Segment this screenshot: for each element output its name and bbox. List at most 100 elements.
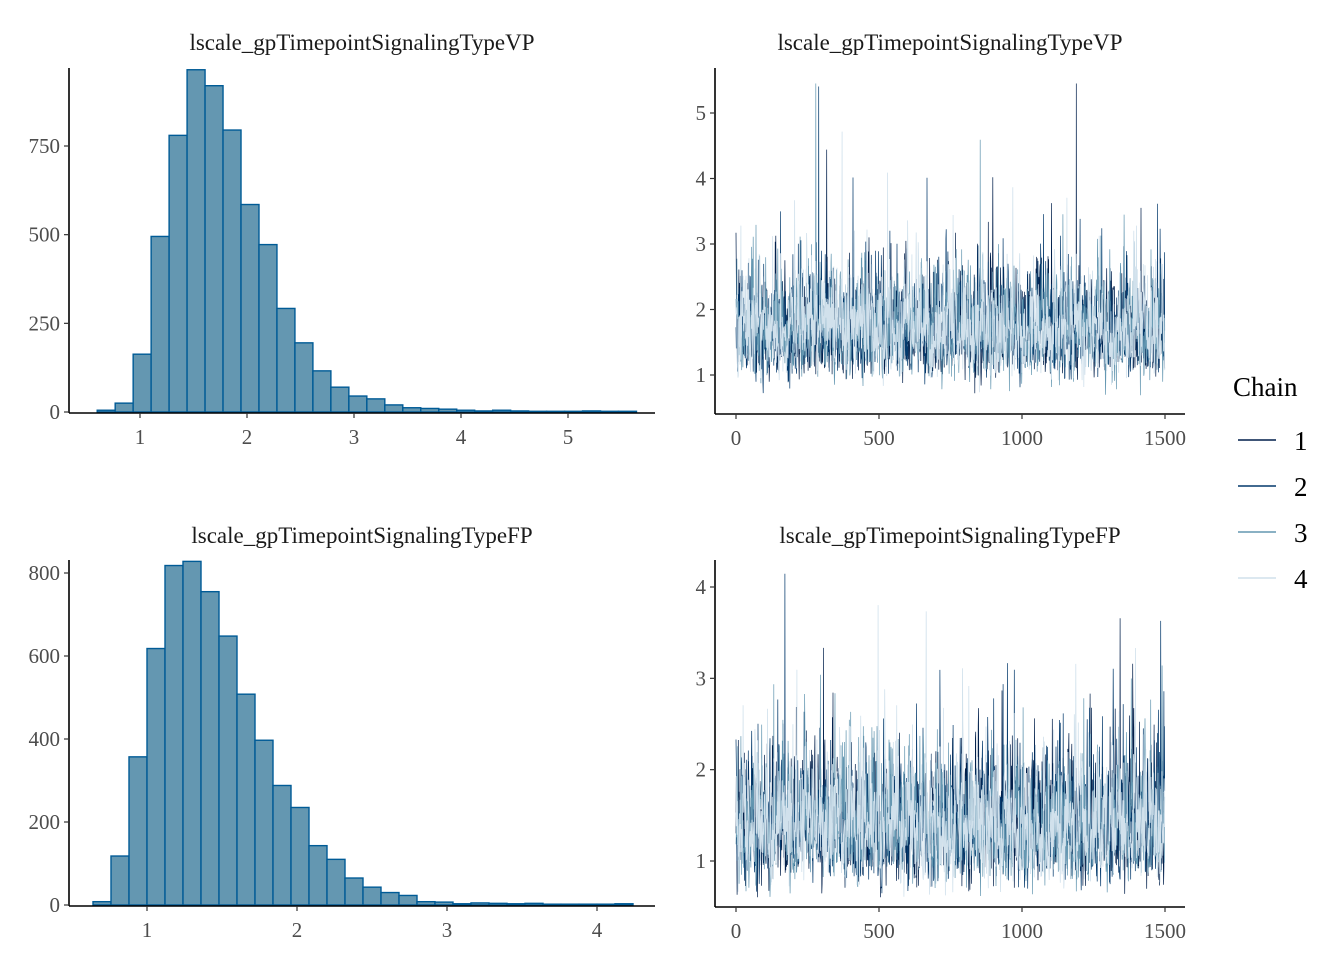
y-tick-label: 1 — [696, 849, 707, 873]
histogram-bar — [276, 307, 296, 413]
panel-trace-1: lscale_gpTimepointSignalingTypeVP 0 500 100… — [696, 30, 1187, 450]
y-tick-label: 0 — [50, 400, 61, 424]
y-tick-label: 3 — [696, 232, 707, 256]
histogram-bar — [222, 129, 242, 413]
y-tick-label: 4 — [696, 167, 707, 191]
histogram-bar — [92, 900, 112, 906]
histogram-bar — [344, 877, 364, 906]
histogram-bar — [596, 903, 616, 906]
y-tick-label: 5 — [696, 101, 707, 125]
x-tick-label: 4 — [456, 425, 467, 449]
histogram-bar — [182, 560, 202, 906]
histogram-bar — [491, 409, 512, 413]
histogram-bar — [236, 693, 256, 906]
x-tick-label: 2 — [242, 425, 253, 449]
histogram-bar — [114, 402, 134, 413]
y-tick-label: 250 — [29, 311, 61, 335]
legend-label: 3 — [1294, 518, 1308, 548]
legend: Chain 1 2 3 4 — [1233, 372, 1308, 594]
y-tick-label: 3 — [696, 666, 707, 690]
histogram-bar — [434, 901, 454, 906]
histogram-bar — [294, 342, 314, 413]
histogram-bar — [362, 886, 382, 906]
histogram-bar — [452, 903, 472, 906]
histogram-bar — [164, 564, 184, 906]
legend-title: Chain — [1233, 372, 1298, 402]
panel-title: lscale_gpTimepointSignalingTypeFP — [191, 523, 532, 548]
x-tick-label: 500 — [863, 919, 895, 943]
histogram-bar — [240, 203, 260, 413]
histogram-bar — [204, 85, 224, 413]
x-tick-label: 1 — [142, 918, 153, 942]
y-tick-label: 4 — [696, 575, 707, 599]
histogram-bar — [438, 408, 458, 413]
panel-histogram-2: lscale_gpTimepointSignalingTypeFP 1 2 3 4 0 20… — [29, 523, 655, 942]
histogram-bar — [384, 404, 404, 413]
x-tick-label: 1500 — [1144, 919, 1186, 943]
histogram-bar — [186, 69, 206, 413]
trace-line-chain-4 — [735, 605, 1166, 897]
histogram-bar — [200, 590, 220, 906]
histogram-bar — [380, 891, 400, 906]
histogram-bar — [258, 243, 278, 413]
x-tick-label: 4 — [592, 918, 603, 942]
histogram-bar — [326, 858, 346, 906]
histogram-bar — [420, 407, 440, 413]
x-tick-label: 1000 — [1001, 426, 1043, 450]
histogram-bar — [150, 235, 170, 413]
histogram-bar — [96, 409, 116, 413]
y-tick-label: 400 — [29, 727, 61, 751]
x-tick-label: 0 — [731, 919, 742, 943]
histogram-bar — [509, 410, 530, 413]
histogram-bar — [545, 410, 566, 413]
histogram-bar — [128, 756, 148, 906]
x-tick-label: 3 — [442, 918, 453, 942]
histogram-bar — [402, 407, 422, 413]
x-tick-label: 1 — [135, 425, 146, 449]
histogram-bar — [168, 134, 188, 413]
histogram-bar — [290, 806, 310, 906]
panel-trace-3: lscale_gpTimepointSignalingTypeFP 0 500 100… — [696, 523, 1187, 943]
histogram-bar — [398, 894, 418, 906]
histogram-bar — [614, 903, 634, 906]
trace-line-chain-4 — [735, 131, 1166, 393]
y-tick-label: 500 — [29, 223, 61, 247]
histogram-bar — [524, 902, 544, 906]
legend-label: 2 — [1294, 472, 1308, 502]
x-tick-label: 5 — [563, 425, 574, 449]
histogram-bar — [560, 903, 580, 906]
x-tick-label: 500 — [863, 426, 895, 450]
histogram-bar — [599, 410, 620, 413]
histogram-bar — [330, 386, 350, 413]
panel-title: lscale_gpTimepointSignalingTypeFP — [779, 523, 1120, 548]
histogram-bar — [146, 647, 166, 906]
histogram-bar — [416, 900, 436, 906]
histogram-bar — [506, 903, 526, 906]
y-tick-label: 2 — [696, 298, 707, 322]
x-tick-label: 2 — [292, 918, 303, 942]
histogram-bar — [110, 855, 130, 906]
histogram-bar — [312, 370, 332, 413]
histogram-bar — [308, 844, 328, 906]
y-tick-label: 2 — [696, 758, 707, 782]
panel-title: lscale_gpTimepointSignalingTypeVP — [189, 30, 534, 55]
histogram-bar — [132, 353, 152, 413]
x-tick-label: 1000 — [1001, 919, 1043, 943]
legend-label: 1 — [1294, 426, 1308, 456]
y-tick-label: 800 — [29, 561, 61, 585]
histogram-bar — [473, 410, 494, 413]
histogram-bar — [218, 635, 238, 906]
histogram-bar — [366, 398, 386, 413]
legend-label: 4 — [1294, 564, 1308, 594]
histogram-bar — [470, 902, 490, 906]
y-tick-label: 0 — [50, 893, 61, 917]
x-tick-label: 1500 — [1144, 426, 1186, 450]
histogram-bar — [578, 903, 598, 906]
histogram-bar — [563, 410, 584, 413]
histogram-bar — [254, 739, 274, 906]
panel-title: lscale_gpTimepointSignalingTypeVP — [777, 30, 1122, 55]
y-tick-label: 600 — [29, 644, 61, 668]
y-tick-label: 750 — [29, 134, 61, 158]
x-tick-label: 0 — [731, 426, 742, 450]
